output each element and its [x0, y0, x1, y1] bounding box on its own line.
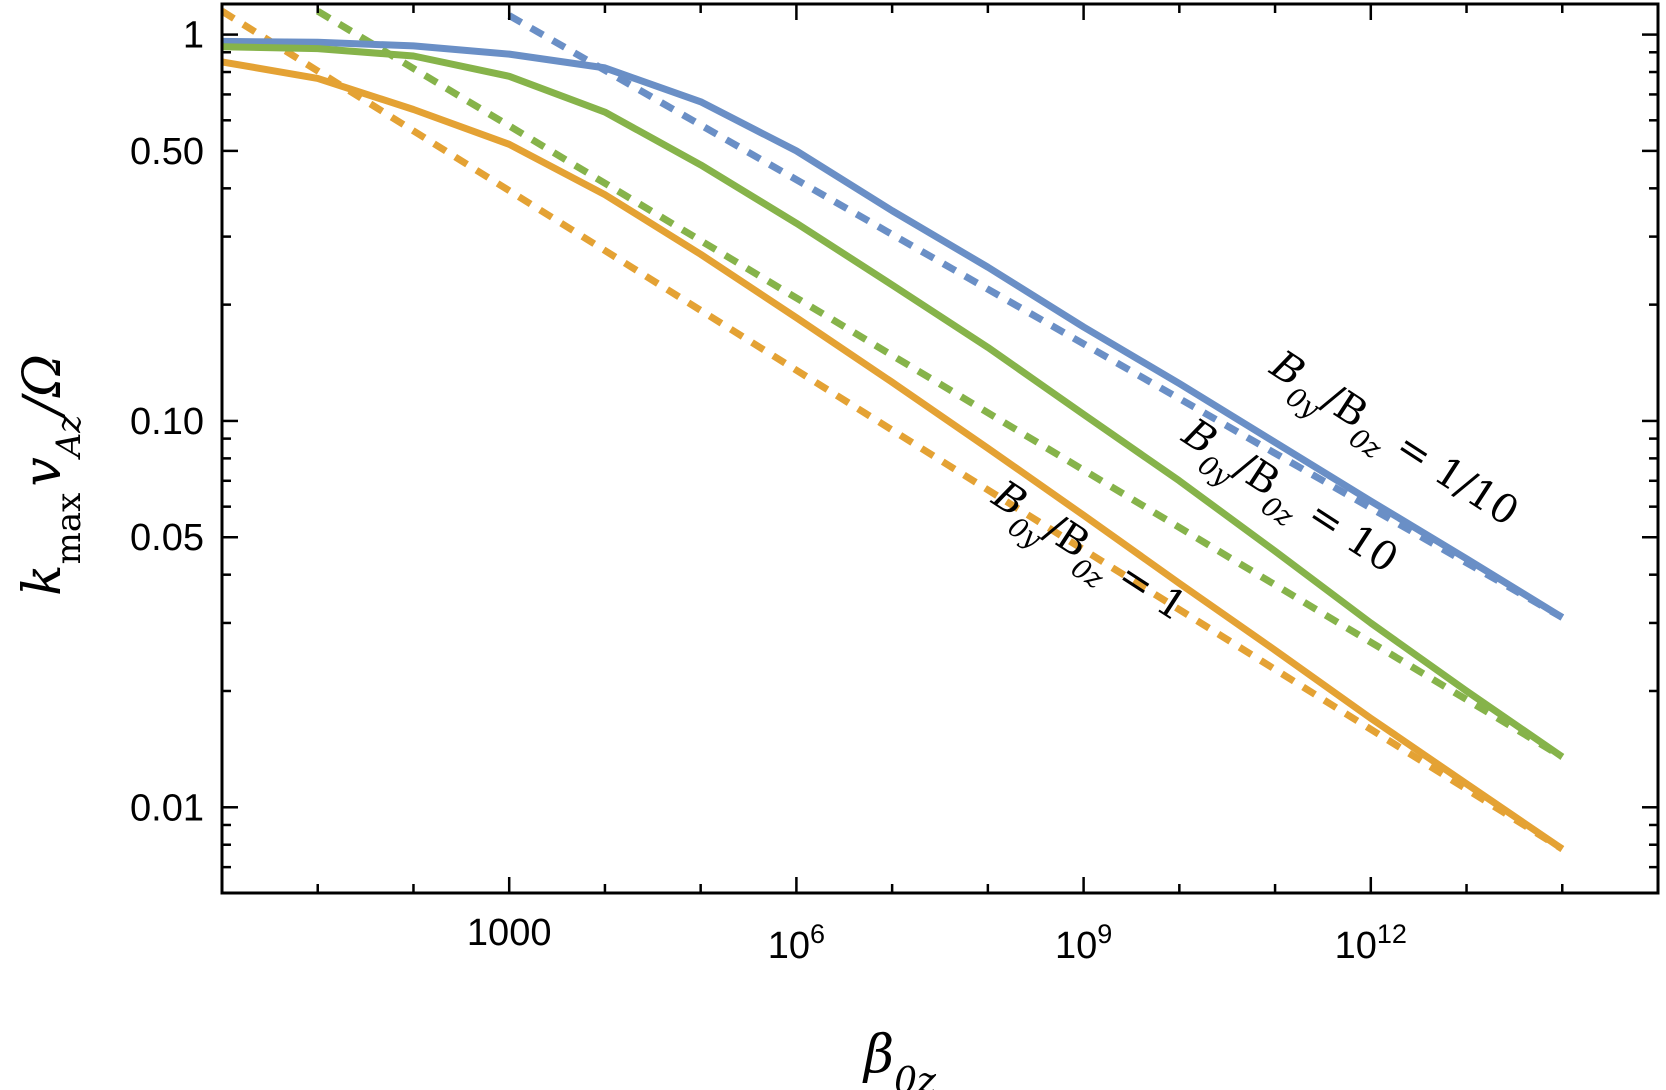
series-line-2	[222, 58, 1565, 852]
x-axis-label: β0z	[862, 1025, 937, 1090]
y-tick-label-0: 1	[183, 15, 204, 57]
series-line-0	[222, 37, 1565, 621]
annotation-series-1: B0y/B0z = 1	[977, 471, 1195, 641]
y-tick-label-3: 0.05	[130, 517, 204, 559]
asymptote-line-series-0	[507, 12, 1565, 621]
x-tick-label-2: 109	[1055, 919, 1112, 967]
y-tick-label-1: 0.50	[130, 131, 204, 173]
x-tick-label-3: 1012	[1335, 919, 1407, 967]
plot-frame	[220, 2, 1660, 895]
x-tick-label-0: 1000	[467, 912, 552, 954]
asymptote-line-series-1	[315, 8, 1565, 760]
x-tick-label-1: 106	[768, 919, 825, 967]
asymptote-lines	[222, 8, 1565, 852]
y-tick-label-4: 0.01	[130, 787, 204, 829]
series-lines	[222, 37, 1565, 852]
series-line-1	[222, 43, 1565, 760]
asymptote-line-series-2	[222, 8, 1565, 852]
tick-labels: 1000 106 109 1012 1 0.50 0.10 0.05 0.01	[130, 15, 1407, 967]
y-axis-label: kmaxvAz/Ω	[13, 354, 89, 596]
y-tick-label-2: 0.10	[130, 401, 204, 443]
